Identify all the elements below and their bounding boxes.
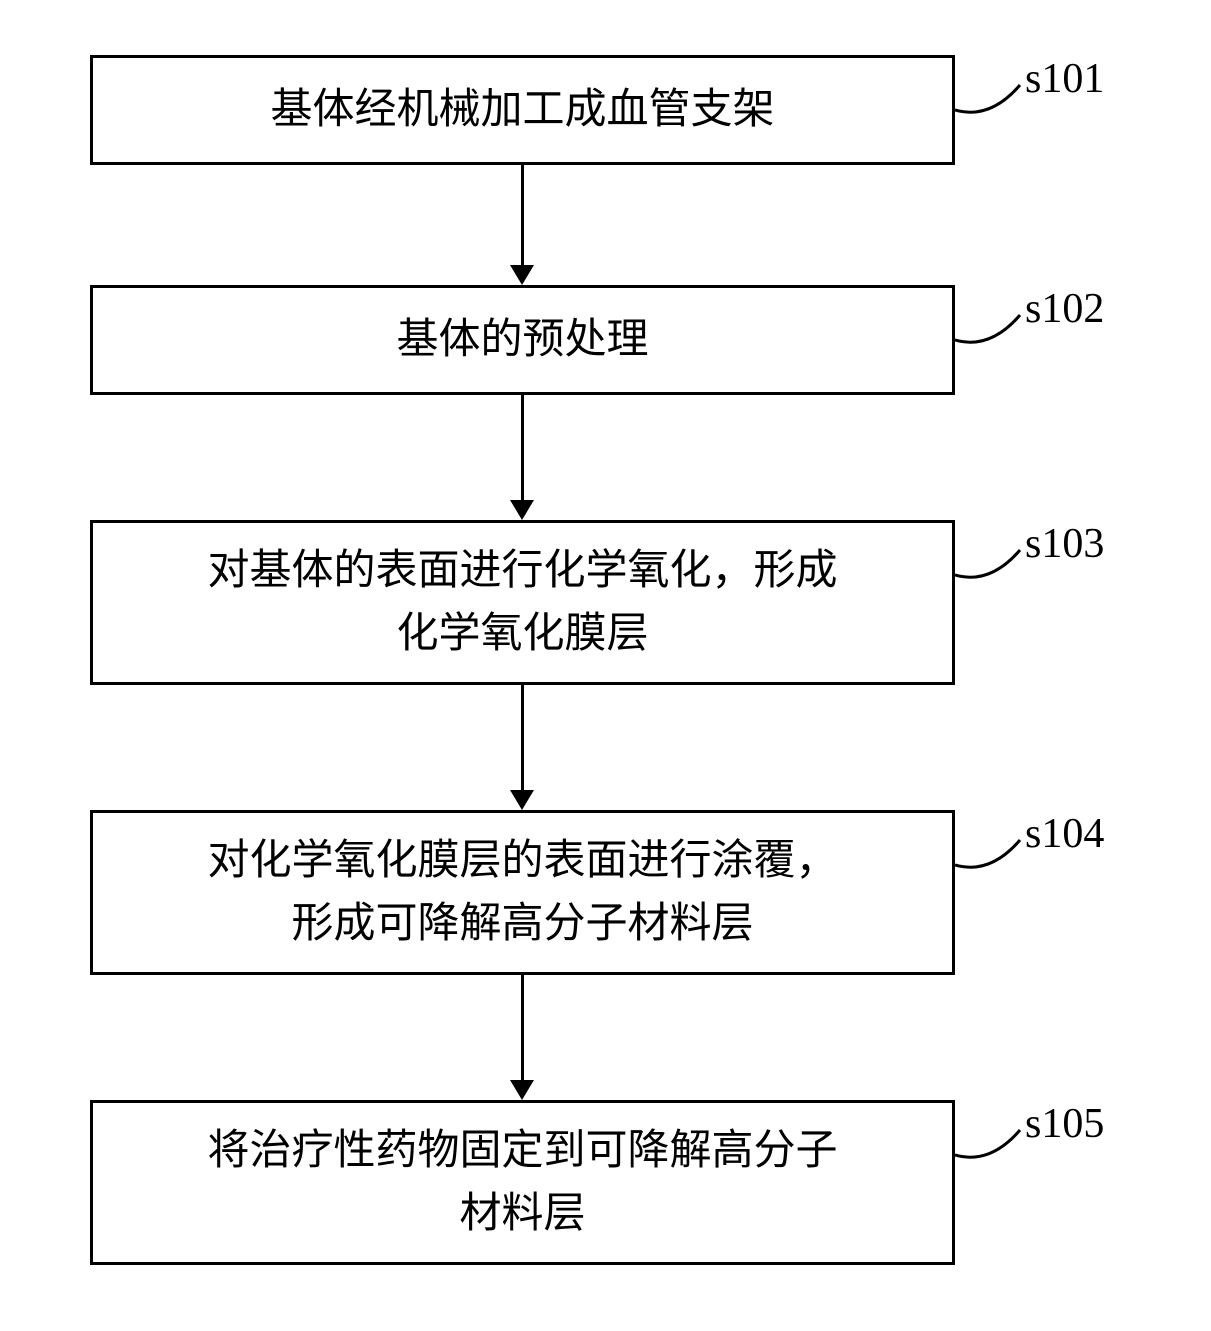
step-text-s104: 对化学氧化膜层的表面进行涂覆，形成可降解高分子材料层 <box>187 820 857 966</box>
connector-s101 <box>955 80 1030 130</box>
arrow-s101-s102 <box>510 165 534 285</box>
step-box-s103: 对基体的表面进行化学氧化，形成化学氧化膜层 <box>90 520 955 685</box>
step-box-s105: 将治疗性药物固定到可降解高分子材料层 <box>90 1100 955 1265</box>
arrow-s104-s105 <box>510 975 534 1100</box>
connector-s105 <box>955 1125 1030 1175</box>
connector-s102 <box>955 310 1030 360</box>
step-box-s104: 对化学氧化膜层的表面进行涂覆，形成可降解高分子材料层 <box>90 810 955 975</box>
label-s102: s102 <box>1025 285 1104 333</box>
arrow-s103-s104 <box>510 685 534 810</box>
step-box-s101: 基体经机械加工成血管支架 <box>90 55 955 165</box>
arrow-s102-s103 <box>510 395 534 520</box>
connector-s103 <box>955 545 1030 595</box>
label-s105: s105 <box>1025 1100 1104 1148</box>
label-s101: s101 <box>1025 55 1104 103</box>
step-text-s103: 对基体的表面进行化学氧化，形成化学氧化膜层 <box>187 530 857 676</box>
connector-s104 <box>955 835 1030 885</box>
label-s104: s104 <box>1025 810 1104 858</box>
label-s103: s103 <box>1025 520 1104 568</box>
step-text-s102: 基体的预处理 <box>376 299 668 382</box>
step-text-s105: 将治疗性药物固定到可降解高分子材料层 <box>187 1110 857 1256</box>
step-text-s101: 基体经机械加工成血管支架 <box>250 69 794 152</box>
step-box-s102: 基体的预处理 <box>90 285 955 395</box>
